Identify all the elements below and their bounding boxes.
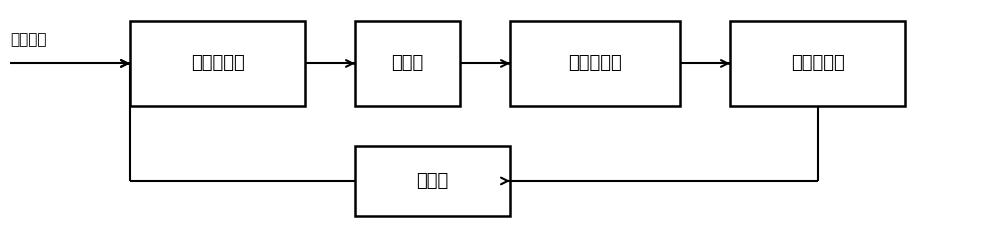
Bar: [730, 21, 905, 106]
Text: 环路滤波器: 环路滤波器: [568, 55, 622, 72]
Text: 压控振荡器: 压控振荡器: [791, 55, 844, 72]
Text: 鉴频鉴相器: 鉴频鉴相器: [191, 55, 244, 72]
Bar: [355, 146, 510, 216]
Text: 电荷泵: 电荷泵: [391, 55, 424, 72]
Text: 参考信号: 参考信号: [10, 32, 46, 47]
Text: 分频器: 分频器: [416, 172, 449, 190]
Bar: [510, 21, 680, 106]
Bar: [130, 21, 305, 106]
Bar: [355, 21, 460, 106]
